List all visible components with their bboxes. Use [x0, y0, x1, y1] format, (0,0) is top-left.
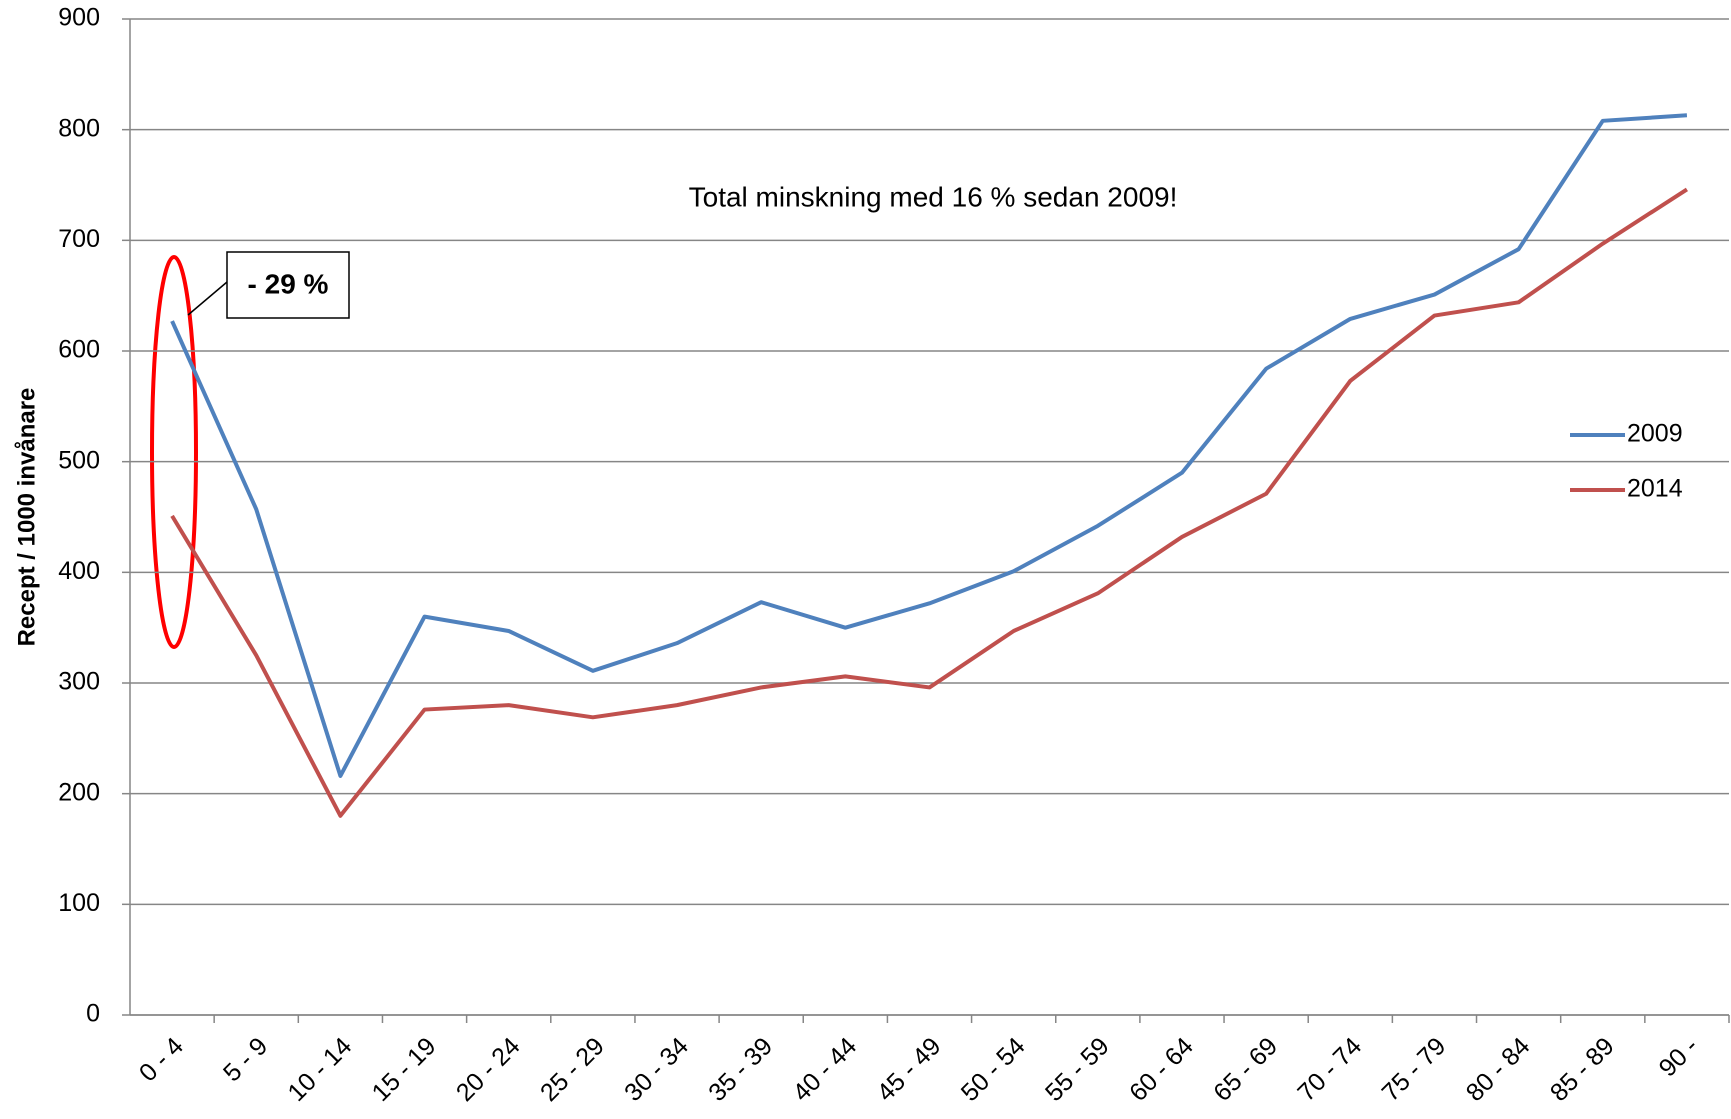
x-tick-label: 40 - 44 [787, 1032, 862, 1107]
x-tick-label: 5 - 9 [218, 1032, 273, 1087]
y-tick-label: 500 [58, 446, 100, 474]
x-tick-label: 20 - 24 [451, 1032, 526, 1107]
x-tick-label: 50 - 54 [956, 1032, 1031, 1107]
y-tick-label: 900 [58, 4, 100, 32]
x-tick-label: 90 - [1654, 1032, 1704, 1082]
y-tick-label: 300 [58, 668, 100, 696]
x-tick-label: 30 - 34 [619, 1032, 694, 1107]
x-tick-label: 55 - 59 [1040, 1032, 1115, 1107]
legend-label: 2014 [1627, 475, 1683, 503]
x-tick-label: 80 - 84 [1461, 1032, 1536, 1107]
highlight-ellipse [150, 255, 198, 649]
y-tick-label: 200 [58, 778, 100, 806]
x-tick-label: 65 - 69 [1208, 1032, 1283, 1107]
x-tick-label: 75 - 79 [1377, 1032, 1452, 1107]
y-tick-label: 0 [86, 1000, 100, 1028]
x-tick-label: 10 - 14 [282, 1032, 357, 1107]
y-tick-label: 600 [58, 336, 100, 364]
annotation: - 29 % [248, 268, 329, 299]
x-tick-label: 60 - 64 [1124, 1032, 1199, 1107]
y-axis-label: Recept / 1000 invånare [13, 388, 40, 647]
line-series [170, 187, 1689, 818]
y-tick-label: 400 [58, 557, 100, 585]
annotation-box [226, 251, 350, 319]
y-tick-label: 800 [58, 114, 100, 142]
x-tick-label: 45 - 49 [872, 1032, 947, 1107]
x-tick-label: 70 - 74 [1292, 1032, 1367, 1107]
line-series [170, 113, 1688, 778]
y-tick-label: 100 [58, 889, 100, 917]
leader-line [187, 281, 228, 316]
x-tick-label: 35 - 39 [703, 1032, 778, 1107]
x-tick-label: 85 - 89 [1545, 1032, 1620, 1107]
legend-label: 2009 [1627, 420, 1683, 448]
y-tick-label: 700 [58, 225, 100, 253]
x-tick-label: 0 - 4 [134, 1032, 189, 1087]
annotation: Total minskning med 16 % sedan 2009! [689, 181, 1178, 212]
x-tick-label: 25 - 29 [535, 1032, 610, 1107]
x-tick-label: 15 - 19 [367, 1032, 442, 1107]
